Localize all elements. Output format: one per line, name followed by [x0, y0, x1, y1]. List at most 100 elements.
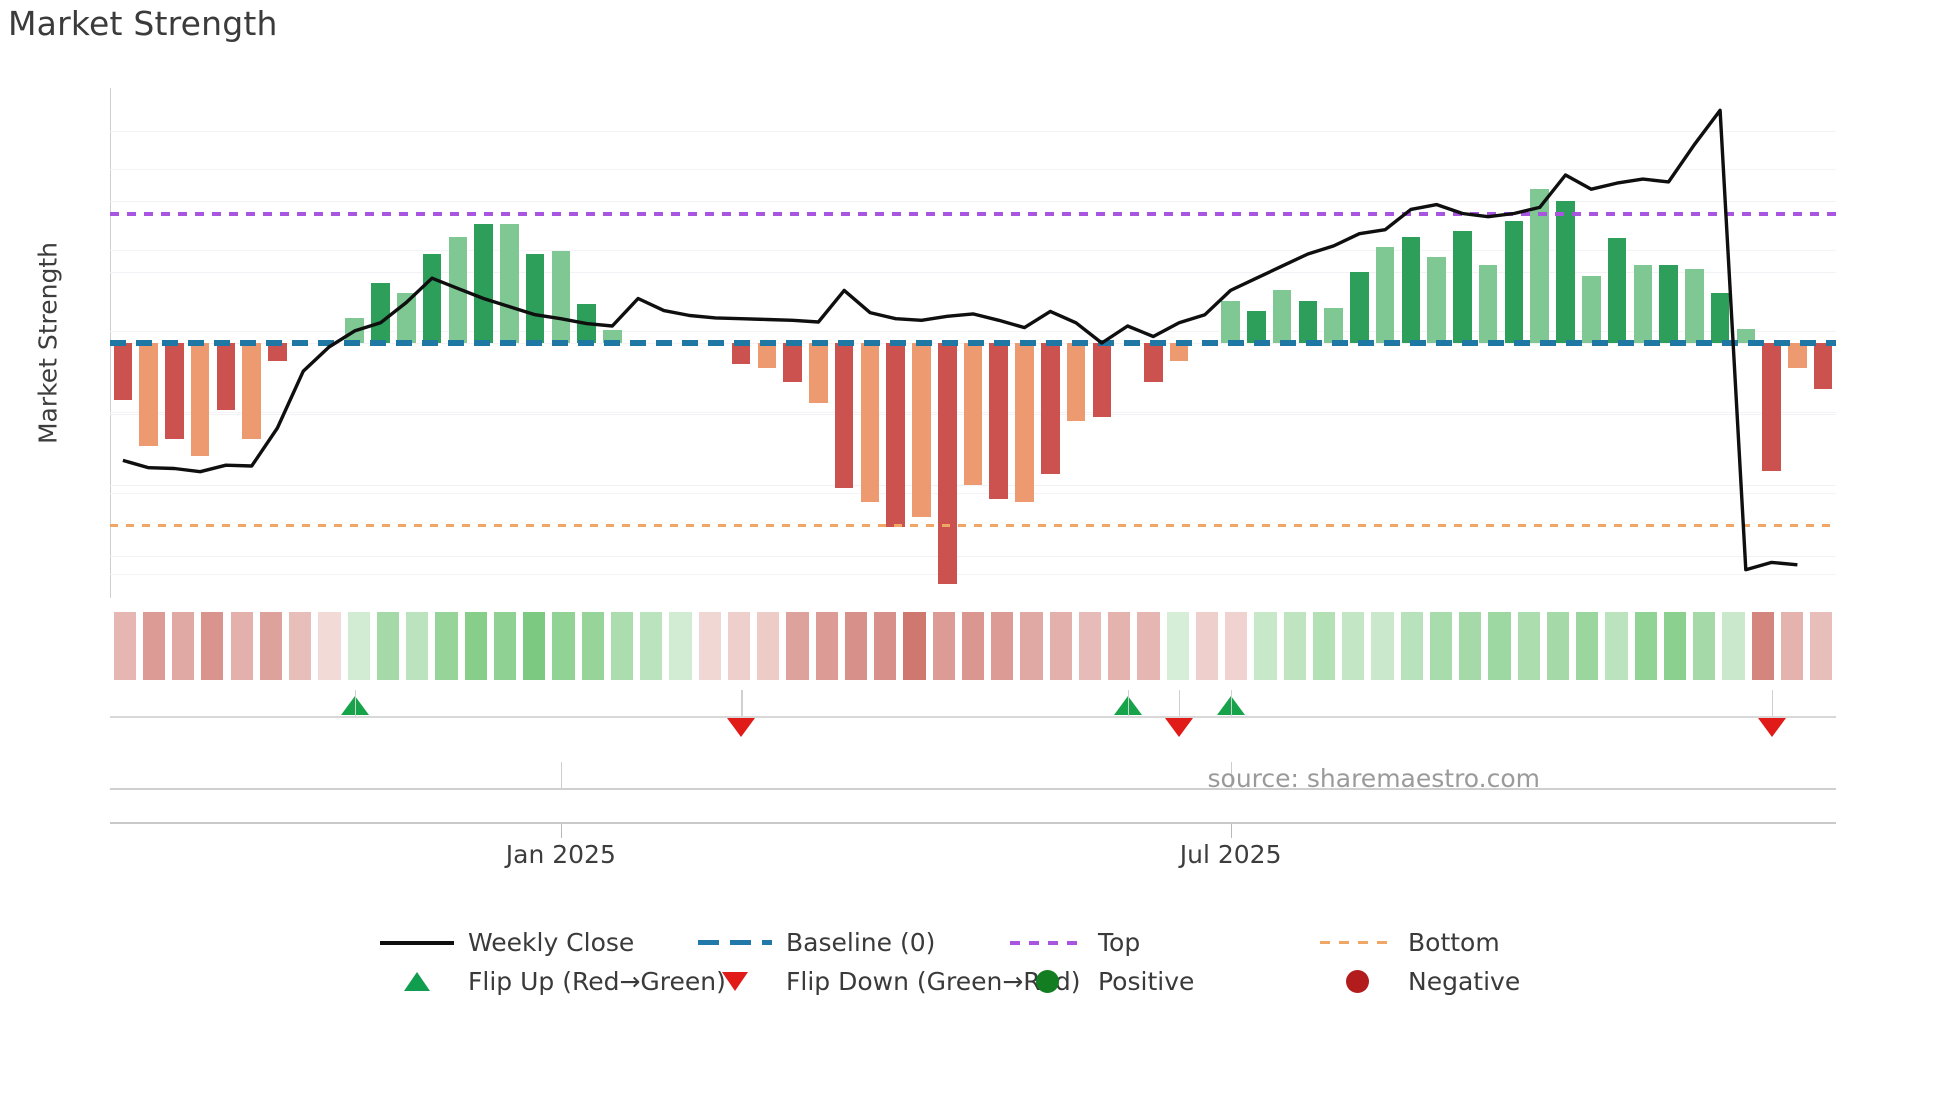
- bottom-axis-line-secondary: [110, 822, 1836, 824]
- heatmap-cell: [347, 612, 370, 680]
- bar-negative: [757, 343, 777, 368]
- gridline: [110, 130, 1836, 132]
- bar-negative: [886, 343, 905, 528]
- legend-item-flip-down[interactable]: Flip Down (Green→Red): [698, 967, 1081, 996]
- x-axis-tick-label: Jan 2025: [505, 840, 616, 869]
- heatmap-cell: [1634, 612, 1657, 680]
- flip-row-axis: [110, 716, 1836, 718]
- bar-negative: [1788, 343, 1807, 368]
- heatmap-cell: [1459, 612, 1482, 680]
- heatmap-cell: [1312, 612, 1336, 680]
- heatmap-cell: [815, 612, 838, 680]
- flip-row-tick: [1127, 690, 1129, 716]
- heatmap-cell: [1283, 612, 1306, 680]
- legend-item-baseline[interactable]: Baseline (0): [698, 928, 935, 957]
- triangle-down-icon: [698, 972, 772, 991]
- bar-positive: [1247, 311, 1266, 343]
- heatmap-cell: [172, 612, 195, 680]
- bar-negative: [268, 343, 287, 361]
- bar-negative: [113, 343, 133, 400]
- bar-positive: [1453, 231, 1472, 343]
- flip-row-tick: [741, 690, 743, 716]
- legend-item-negative[interactable]: Negative: [1320, 967, 1520, 996]
- bar-negative: [190, 343, 210, 457]
- heatmap-cell: [1605, 612, 1628, 680]
- legend-label: Positive: [1098, 967, 1195, 996]
- flip-down-marker-icon: [727, 718, 756, 737]
- legend-item-flip-up[interactable]: Flip Up (Red→Green): [380, 967, 726, 996]
- gridline: [110, 272, 1836, 274]
- baseline-zero-line: [110, 340, 1836, 346]
- bar-positive: [1375, 247, 1395, 343]
- legend-label: Top: [1098, 928, 1141, 957]
- bar-negative: [1813, 343, 1833, 390]
- bar-negative: [242, 343, 261, 439]
- x-axis-tick: [1230, 762, 1232, 788]
- bar-positive: [1272, 289, 1292, 343]
- gridline-right: [110, 168, 1836, 170]
- legend-label: Flip Down (Green→Red): [786, 967, 1081, 996]
- flip-down-marker-icon: [1757, 718, 1786, 737]
- bar-negative: [912, 343, 931, 517]
- heatmap-cell: [1576, 612, 1599, 680]
- heatmap-cell: [932, 612, 955, 680]
- x-axis-tick-label: Jul 2025: [1179, 840, 1282, 869]
- heatmap-cell: [142, 612, 165, 680]
- flip-down-marker-icon: [1165, 718, 1194, 737]
- source-note: source: sharemaestro.com: [1207, 764, 1541, 793]
- heatmap-cell: [698, 612, 721, 680]
- bottom-threshold-line: [110, 524, 1836, 528]
- heatmap-cell: [523, 612, 546, 680]
- legend-row-2: Flip Up (Red→Green) Flip Down (Green→Red…: [380, 967, 1680, 1006]
- bar-positive: [1530, 188, 1550, 343]
- bar-positive: [422, 254, 442, 343]
- gridline: [110, 484, 1836, 486]
- circle-icon: [1320, 970, 1394, 993]
- heatmap-cell: [757, 612, 780, 680]
- bar-negative: [860, 343, 880, 503]
- bar-negative: [809, 343, 828, 404]
- bar-negative: [1762, 343, 1781, 471]
- legend-item-weekly-close[interactable]: Weekly Close: [380, 928, 634, 957]
- heatmap-cell: [113, 612, 136, 680]
- heatmap-cell: [991, 612, 1014, 680]
- bottom-axis-line: [110, 788, 1836, 790]
- heatmap-cell: [376, 612, 400, 680]
- bar-negative: [1041, 343, 1060, 475]
- heatmap-cell: [1342, 612, 1365, 680]
- heatmap-cell: [874, 612, 897, 680]
- heatmap-cell: [1108, 612, 1131, 680]
- heatmap-cell: [1371, 612, 1394, 680]
- flip-row-tick: [354, 690, 357, 716]
- bar-positive: [1710, 293, 1730, 343]
- page-title: Market Strength: [8, 4, 278, 43]
- bar-negative: [139, 343, 158, 446]
- bar-positive: [1401, 236, 1421, 343]
- flip-row-tick: [1771, 690, 1773, 716]
- bar-positive: [1607, 238, 1627, 343]
- legend-item-top[interactable]: Top: [1010, 928, 1140, 957]
- heatmap-cell: [406, 612, 429, 680]
- heatmap-cell: [1400, 612, 1423, 680]
- heatmap-cell: [1488, 612, 1511, 680]
- heatmap-cell: [581, 612, 604, 680]
- bar-positive: [1324, 307, 1343, 343]
- heatmap-cell: [318, 612, 341, 680]
- triangle-up-icon: [380, 972, 454, 991]
- gridline: [110, 201, 1836, 203]
- heatmap-cell: [230, 612, 253, 680]
- legend-item-positive[interactable]: Positive: [1010, 967, 1194, 996]
- legend-label: Bottom: [1408, 928, 1500, 957]
- legend-label: Weekly Close: [468, 928, 635, 957]
- heatmap-cell: [1546, 612, 1570, 680]
- legend-item-bottom[interactable]: Bottom: [1320, 928, 1500, 957]
- circle-icon: [1010, 970, 1084, 993]
- heatmap-cell: [1254, 612, 1277, 680]
- x-axis-tick: [560, 762, 563, 788]
- heatmap-cell: [201, 612, 224, 680]
- flip-row-tick: [1179, 690, 1181, 716]
- heatmap-cell: [961, 612, 985, 680]
- bar-negative: [963, 343, 983, 485]
- bar-positive: [500, 224, 519, 343]
